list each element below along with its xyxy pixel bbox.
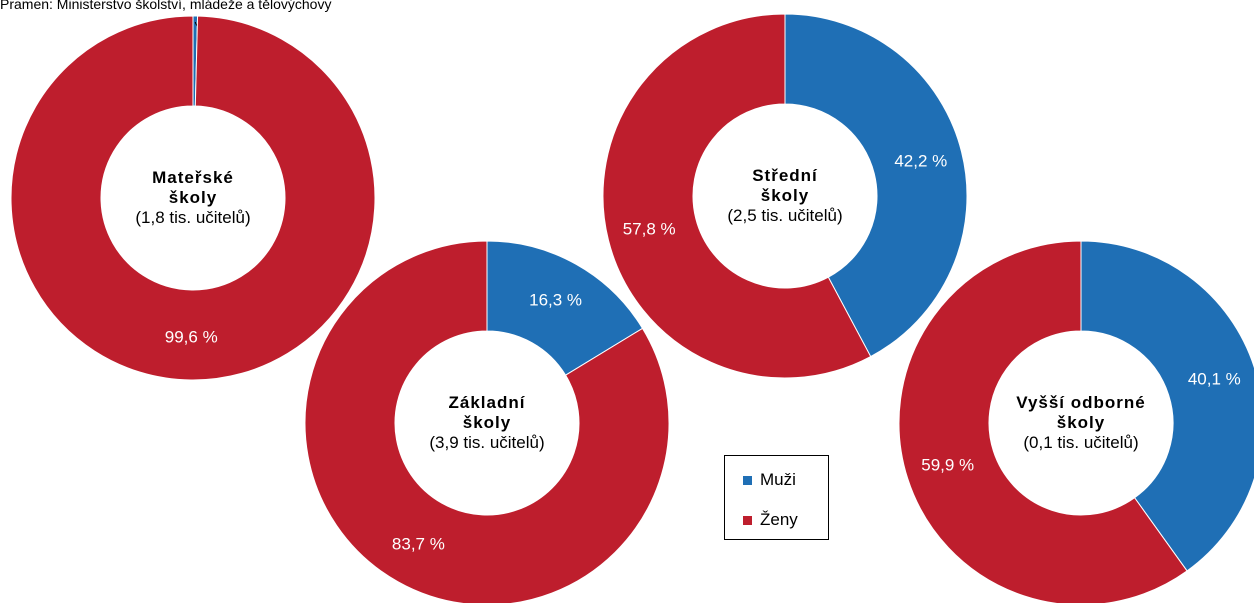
legend-swatch — [743, 515, 752, 525]
legend-item: Ženy — [743, 510, 798, 530]
chart-title: Vyšší odborné školy — [1016, 393, 1146, 432]
center-label: Mateřské školy (1,8 tis. učitelů) — [108, 168, 278, 228]
value-label: 16,3 % — [529, 290, 582, 309]
chart-title: Mateřské školy — [152, 168, 234, 207]
value-label: 59,9 % — [921, 455, 974, 474]
value-label: 42,2 % — [894, 152, 947, 171]
center-label: Střední školy (2,5 tis. učitelů) — [700, 166, 870, 226]
chart-title: Základní školy — [448, 393, 526, 432]
legend: Muži Ženy — [724, 455, 829, 540]
chart-subtitle: (1,8 tis. učitelů) — [135, 208, 251, 227]
chart-subtitle: (0,1 tis. učitelů) — [1023, 433, 1139, 452]
legend-swatch — [743, 475, 752, 485]
legend-label: Muži — [760, 470, 796, 489]
source-note: Pramen: Ministerstvo školství, mládeže a… — [0, 0, 332, 12]
legend-item: Muži — [743, 470, 796, 490]
donut-segment — [898, 240, 1188, 603]
value-label: 83,7 % — [392, 535, 445, 554]
donut-segment — [602, 13, 872, 379]
donut-segment — [784, 13, 968, 358]
value-label: 99,6 % — [165, 327, 218, 346]
chart-subtitle: (3,9 tis. učitelů) — [429, 433, 545, 452]
donut-segment — [486, 240, 644, 376]
donut-segment — [10, 15, 376, 381]
donut-segment — [1080, 240, 1254, 572]
donut-segment — [304, 240, 670, 603]
center-label: Základní školy (3,9 tis. učitelů) — [402, 393, 572, 453]
chart-title: Střední školy — [752, 166, 818, 205]
value-label: 40,1 % — [1188, 370, 1241, 389]
value-label: 57,8 % — [623, 219, 676, 238]
chart-subtitle: (2,5 tis. učitelů) — [727, 206, 843, 225]
legend-label: Ženy — [760, 510, 798, 529]
center-label: Vyšší odborné školy (0,1 tis. učitelů) — [996, 393, 1166, 453]
